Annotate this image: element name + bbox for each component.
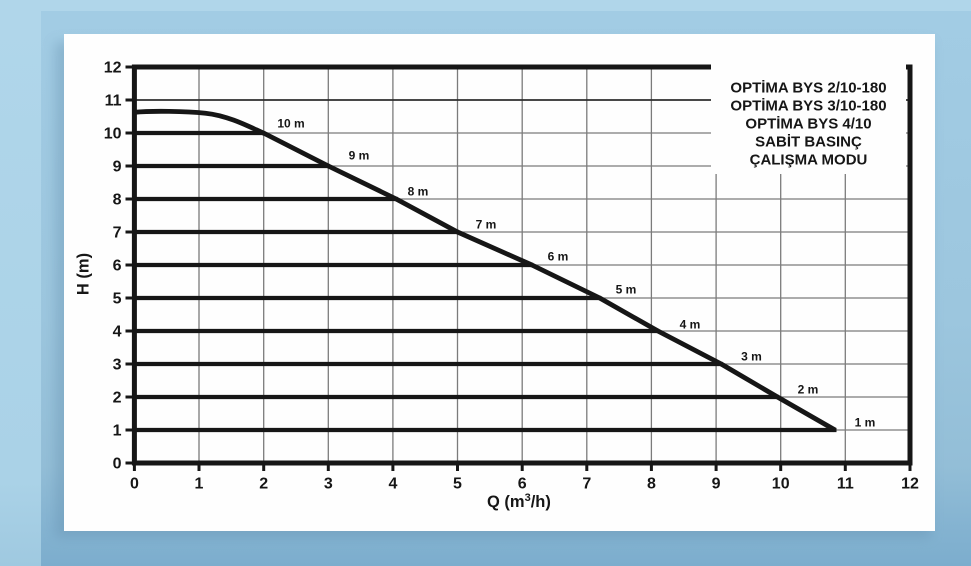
svg-text:7: 7 xyxy=(582,476,591,493)
svg-text:5: 5 xyxy=(453,476,462,493)
svg-text:2: 2 xyxy=(113,390,122,407)
svg-text:3: 3 xyxy=(113,357,122,374)
svg-text:0: 0 xyxy=(113,456,122,473)
svg-text:11: 11 xyxy=(105,93,122,110)
svg-text:SABİT BASINÇ: SABİT BASINÇ xyxy=(755,134,862,151)
svg-text:6: 6 xyxy=(113,258,122,275)
svg-text:4: 4 xyxy=(113,324,122,341)
svg-text:8: 8 xyxy=(647,476,656,493)
svg-text:9 m: 9 m xyxy=(349,149,370,163)
svg-text:1: 1 xyxy=(195,476,204,493)
svg-text:10 m: 10 m xyxy=(277,117,304,131)
svg-text:5 m: 5 m xyxy=(616,283,637,297)
svg-text:5: 5 xyxy=(113,291,122,308)
svg-text:7 m: 7 m xyxy=(476,218,497,232)
svg-text:8: 8 xyxy=(113,192,122,209)
svg-text:10: 10 xyxy=(104,126,122,143)
svg-text:6 m: 6 m xyxy=(548,250,569,264)
svg-text:8 m: 8 m xyxy=(408,185,429,199)
svg-text:12: 12 xyxy=(104,60,122,77)
svg-text:3: 3 xyxy=(324,476,333,493)
svg-text:OPTİMA BYS 3/10-180: OPTİMA BYS 3/10-180 xyxy=(730,98,886,115)
svg-text:4 m: 4 m xyxy=(680,318,701,332)
svg-text:3 m: 3 m xyxy=(741,350,762,364)
svg-text:ÇALIŞMA MODU: ÇALIŞMA MODU xyxy=(750,152,868,169)
svg-text:OPTİMA BYS 2/10-180: OPTİMA BYS 2/10-180 xyxy=(730,80,886,97)
svg-text:Q (m3/h): Q (m3/h) xyxy=(487,492,551,511)
svg-text:9: 9 xyxy=(712,476,721,493)
svg-text:4: 4 xyxy=(388,476,397,493)
svg-text:2 m: 2 m xyxy=(798,383,819,397)
svg-text:0: 0 xyxy=(130,476,139,493)
svg-text:6: 6 xyxy=(518,476,527,493)
svg-text:H (m): H (m) xyxy=(75,253,93,295)
svg-text:12: 12 xyxy=(901,476,919,493)
svg-text:7: 7 xyxy=(113,225,122,242)
svg-text:OPTİMA BYS 4/10: OPTİMA BYS 4/10 xyxy=(745,116,871,133)
svg-text:2: 2 xyxy=(259,476,268,493)
svg-text:1 m: 1 m xyxy=(855,416,876,430)
svg-text:10: 10 xyxy=(772,476,790,493)
svg-text:11: 11 xyxy=(837,476,854,493)
svg-text:9: 9 xyxy=(113,159,122,176)
svg-text:1: 1 xyxy=(113,423,122,440)
